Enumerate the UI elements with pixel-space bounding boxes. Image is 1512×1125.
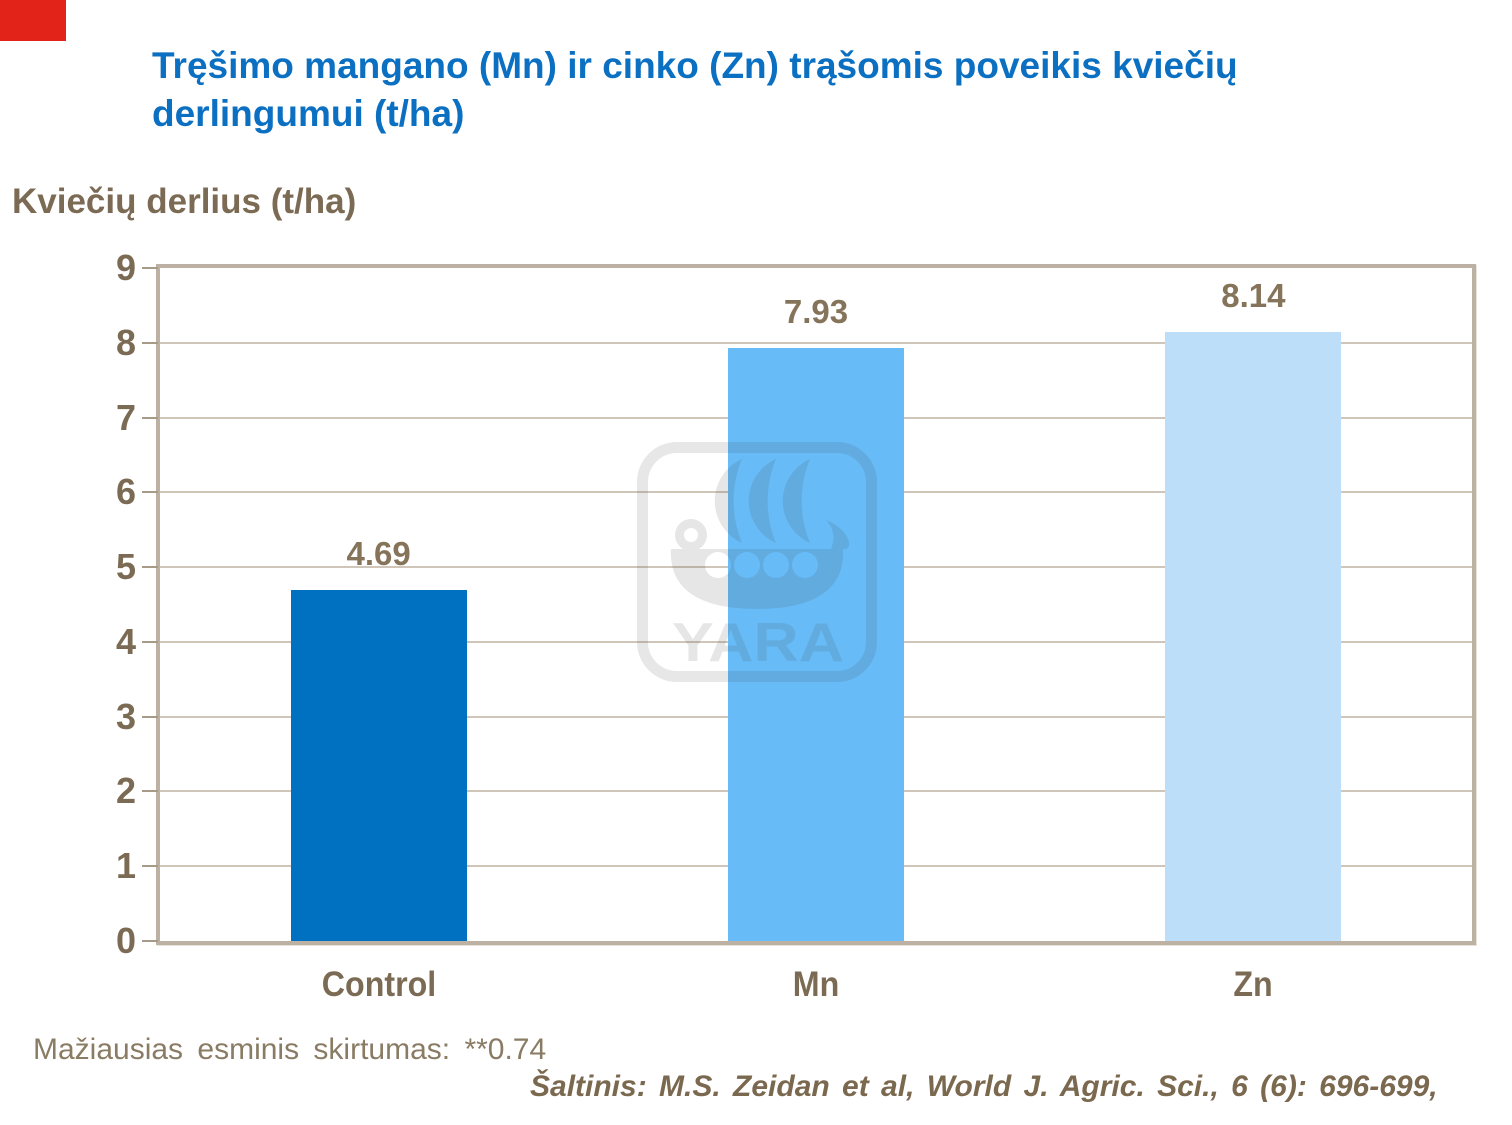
- y-tick-label: 0: [115, 920, 136, 961]
- brand-flag: [0, 0, 66, 41]
- y-tick-mark: [142, 416, 158, 419]
- bar-value-label: 7.93: [783, 293, 849, 330]
- bar-value-label: 8.14: [1221, 277, 1286, 315]
- bar: [1165, 332, 1342, 941]
- y-tick-mark: [142, 940, 158, 942]
- bar: [290, 590, 467, 941]
- y-tick-label: 7: [115, 396, 136, 438]
- page-title-line-1: Tręšimo mangano (Mn) ir cinko (Zn) trąšo…: [152, 45, 1238, 86]
- y-tick-label: 9: [115, 247, 136, 288]
- y-tick-mark: [142, 341, 158, 344]
- y-tick-mark: [142, 566, 158, 569]
- y-tick-mark: [142, 267, 158, 269]
- y-tick-label: 5: [115, 546, 136, 588]
- y-tick-label: 1: [115, 845, 136, 887]
- bar: [728, 348, 904, 941]
- y-tick-label: 3: [115, 695, 136, 737]
- y-tick-mark: [142, 715, 158, 718]
- y-tick-label: 4: [115, 620, 136, 662]
- y-tick-label: 6: [115, 471, 136, 513]
- category-label: Zn: [1233, 965, 1274, 1004]
- y-tick-mark: [142, 865, 158, 868]
- y-tick-label: 2: [115, 770, 136, 812]
- page-title-line-2: derlingumui (t/ha): [152, 93, 465, 134]
- source-citation: Šaltinis: M.S. Zeidan et al, World J. Ag…: [530, 1070, 1438, 1103]
- y-axis-title: Kviečių derlius (t/ha): [12, 182, 357, 221]
- bar-value-label: 4.69: [346, 535, 411, 573]
- y-tick-label: 8: [115, 321, 136, 363]
- category-label: Mn: [792, 965, 840, 1004]
- plot-area: [156, 264, 1476, 945]
- y-tick-mark: [142, 790, 158, 793]
- y-tick-mark: [142, 491, 158, 494]
- footnote: Mažiausias esminis skirtumas: **0.74: [33, 1033, 547, 1066]
- gridline: [160, 341, 1472, 344]
- page-title: Tręšimo mangano (Mn) ir cinko (Zn) trąšo…: [152, 42, 1432, 138]
- category-label: Control: [321, 965, 436, 1004]
- y-tick-mark: [142, 640, 158, 643]
